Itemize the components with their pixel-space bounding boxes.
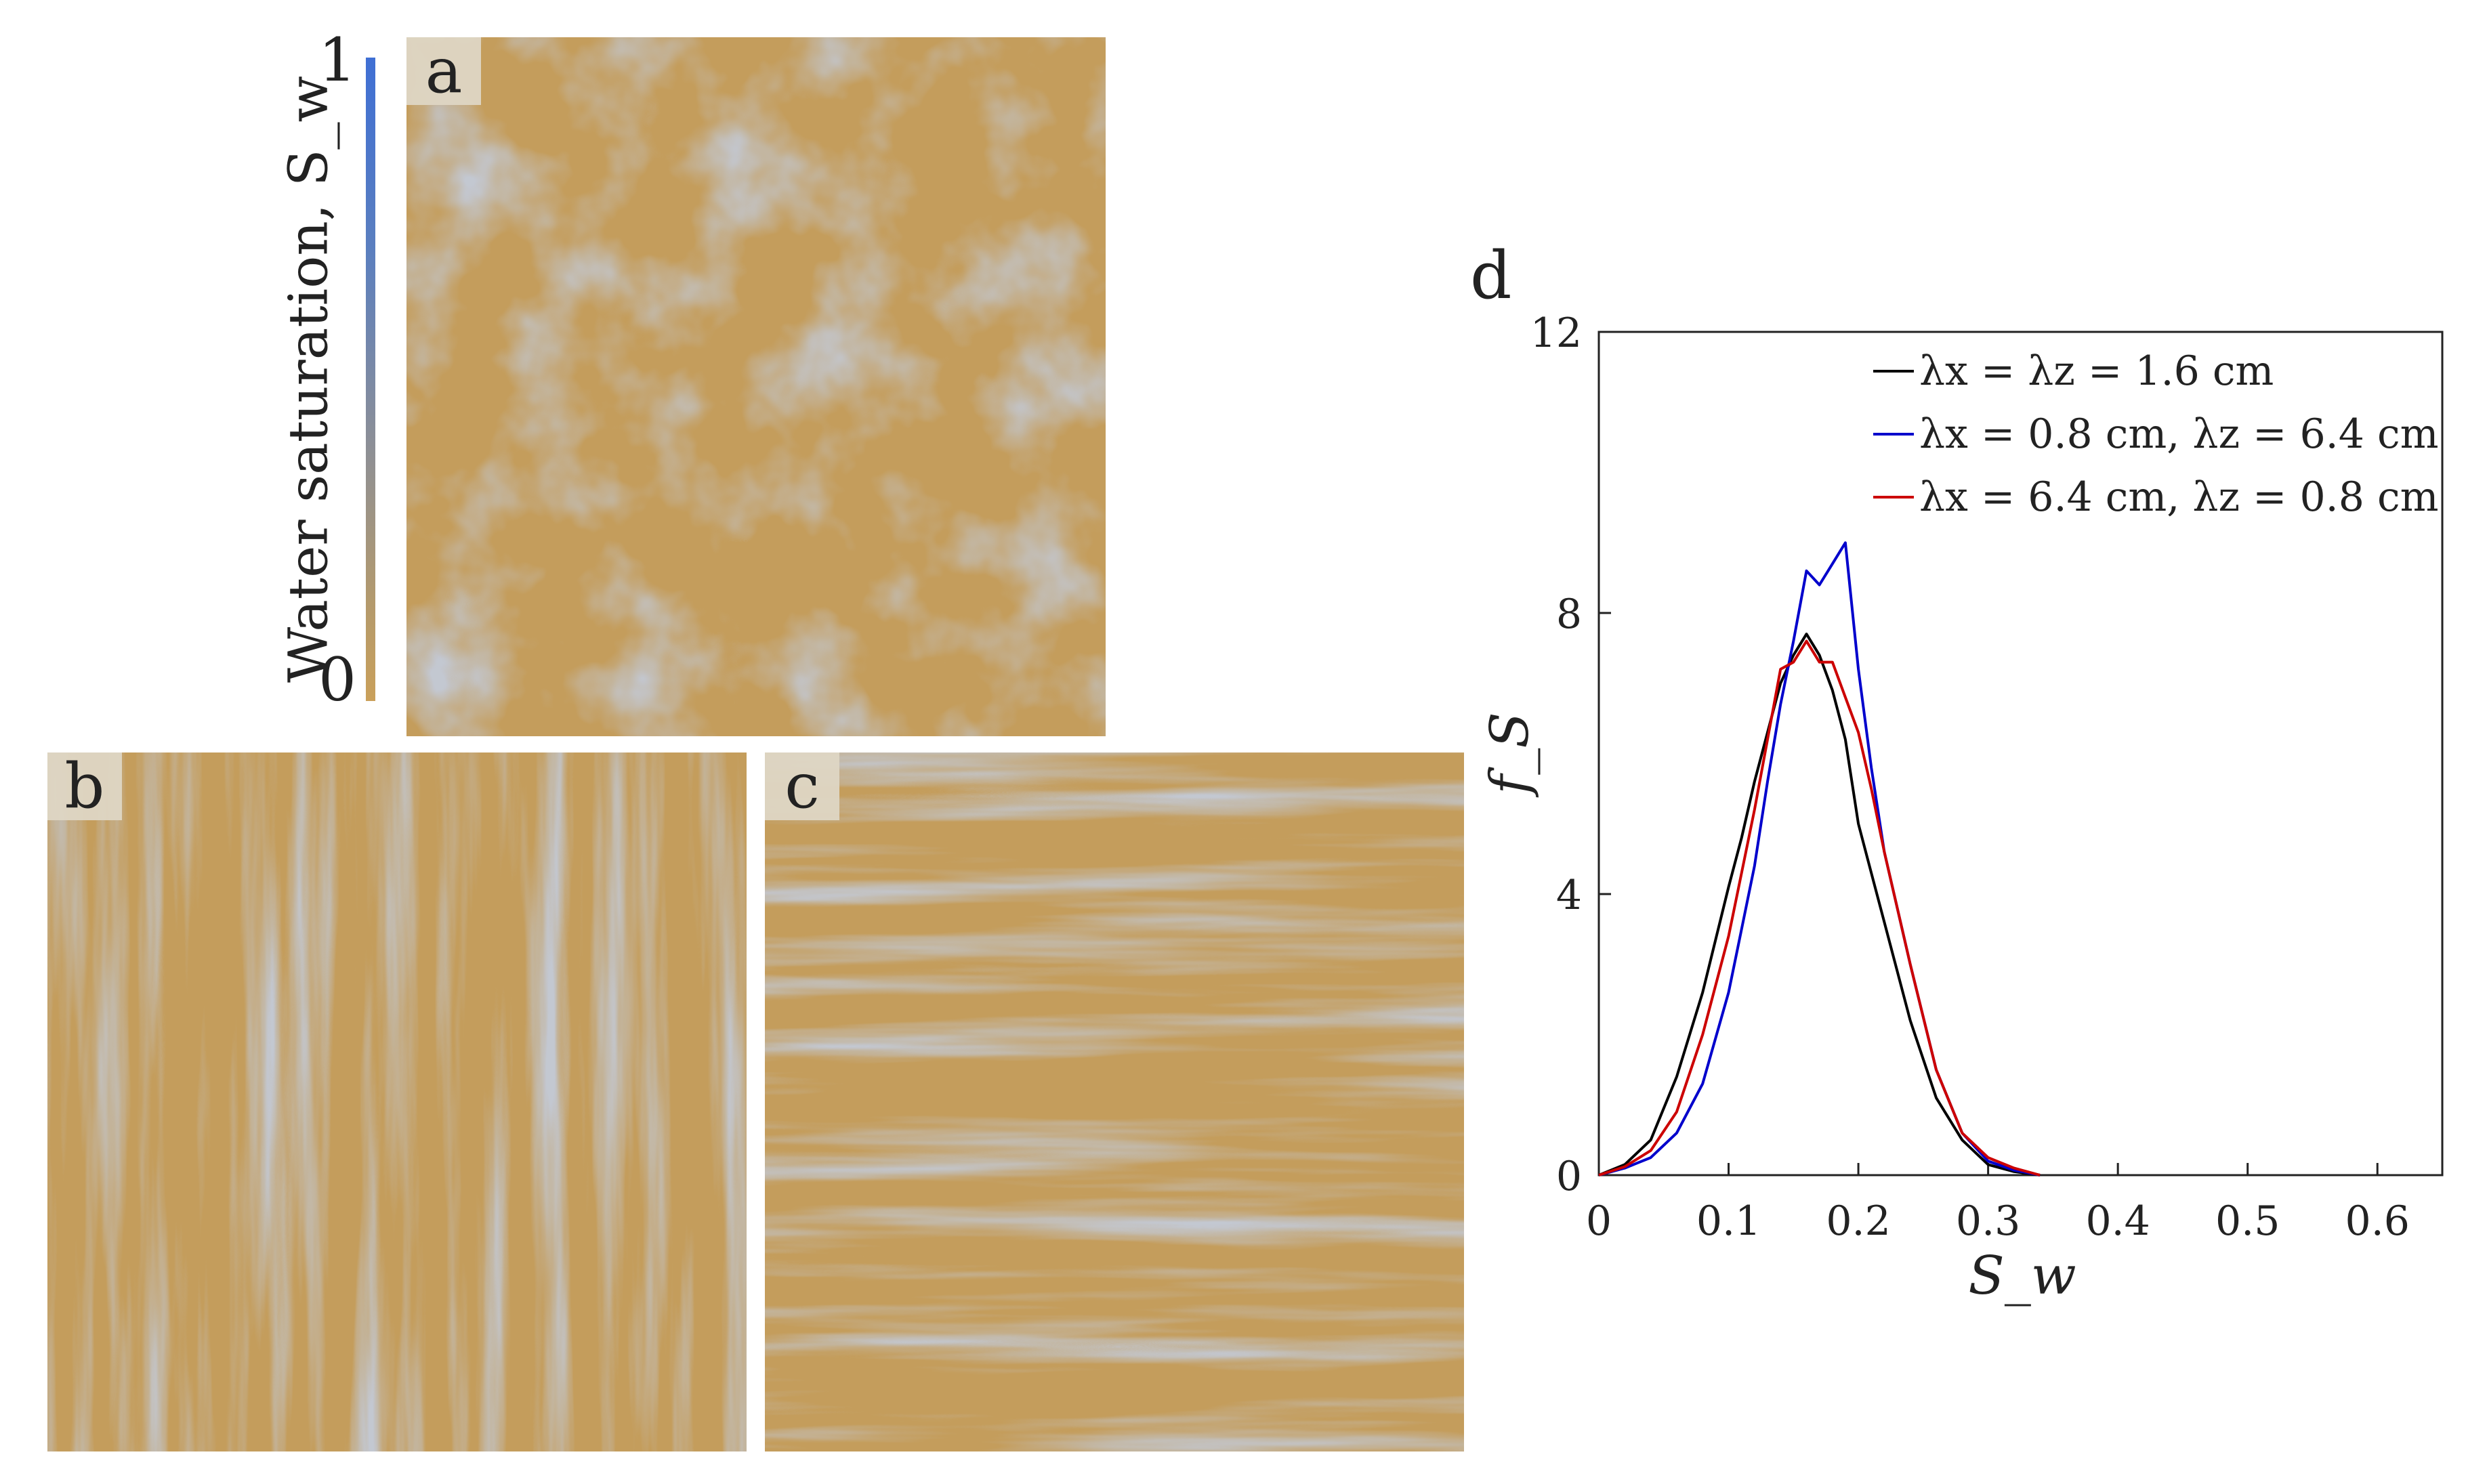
x-tick-label: 0 bbox=[1586, 1197, 1612, 1245]
chart-panel-label: d bbox=[1470, 238, 1511, 314]
y-tick-label: 12 bbox=[1530, 310, 1582, 357]
panel-b-label: b bbox=[47, 752, 122, 820]
panel-b-field-image bbox=[47, 752, 747, 1451]
colorbar bbox=[366, 58, 375, 701]
legend-entry-1: λx = λz = 1.6 cm bbox=[1919, 347, 2274, 395]
panel-c-label: c bbox=[765, 752, 839, 820]
x-tick-label: 0.2 bbox=[1826, 1197, 1890, 1245]
series-lines bbox=[1598, 541, 2041, 1176]
x-tick-label: 0.1 bbox=[1696, 1197, 1761, 1245]
legend-entry-2: λx = 0.8 cm, λz = 6.4 cm bbox=[1919, 410, 2438, 458]
plot-frame bbox=[1597, 331, 2444, 1176]
panel-a-field-image bbox=[406, 37, 1106, 736]
panel-a-saturation-map: a bbox=[406, 37, 1106, 736]
panel-c-saturation-map: c bbox=[765, 752, 1464, 1451]
series-line-3 bbox=[1598, 639, 2041, 1176]
x-tick-label: 0.5 bbox=[2215, 1197, 2280, 1245]
y-tick-label: 8 bbox=[1556, 591, 1582, 638]
colorbar-tick-max: 1 bbox=[318, 25, 356, 95]
x-tick-label: 0.4 bbox=[2085, 1197, 2150, 1245]
x-tick-label: 0.6 bbox=[2345, 1197, 2410, 1245]
colorbar-tick-min: 0 bbox=[318, 645, 356, 715]
y-tick-label: 4 bbox=[1556, 872, 1582, 919]
y-axis: 0 4 8 12 bbox=[1530, 310, 1611, 1200]
legend: λx = λz = 1.6 cm λx = 0.8 cm, λz = 6.4 cm… bbox=[1873, 347, 2438, 521]
x-axis-label: S_w bbox=[1968, 1246, 2076, 1307]
series-line-1 bbox=[1598, 633, 2041, 1176]
x-tick-label: 0.3 bbox=[1956, 1197, 2020, 1245]
y-axis-label: f_S bbox=[1480, 712, 1541, 797]
series-line-2 bbox=[1598, 541, 2041, 1176]
legend-entry-3: λx = 6.4 cm, λz = 0.8 cm bbox=[1919, 473, 2438, 521]
panel-b-saturation-map: b bbox=[47, 752, 747, 1451]
panel-a-label: a bbox=[406, 37, 481, 105]
panel-c-field-image bbox=[765, 752, 1464, 1451]
x-axis: 0 0.1 0.2 0.3 0.4 0.5 0.6 bbox=[1586, 1163, 2410, 1245]
y-tick-label: 0 bbox=[1556, 1153, 1582, 1200]
